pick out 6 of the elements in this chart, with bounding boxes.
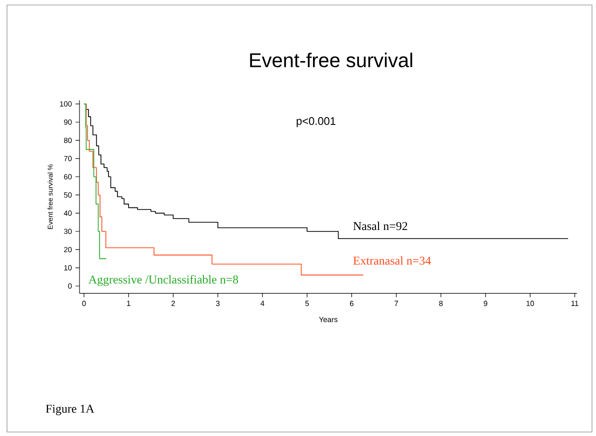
chart-title: Event-free survival — [250, 52, 412, 68]
series-label: Nasal n=92 — [353, 222, 408, 230]
series-label: Extranasal n=34 — [353, 256, 431, 265]
annotation: p<0.001 — [296, 117, 336, 128]
caption: Figure 1A — [46, 404, 94, 416]
series-label: Aggressive /Unclassifiable n=8 — [88, 275, 238, 286]
